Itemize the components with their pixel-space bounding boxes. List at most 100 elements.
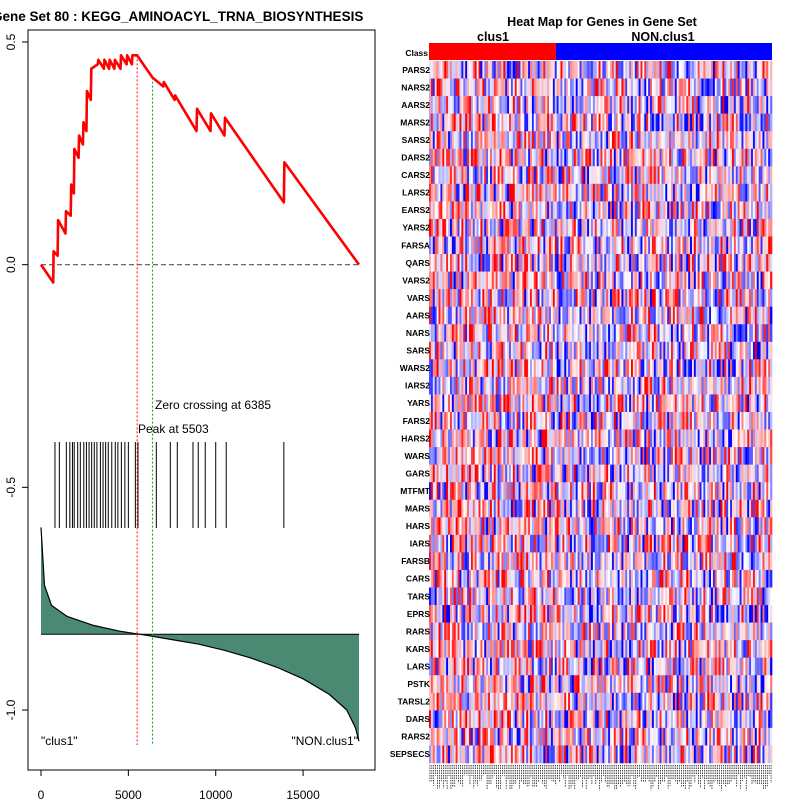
heat-cell [602, 236, 605, 255]
heat-cell [543, 324, 546, 343]
heat-cell [529, 534, 533, 553]
heat-cell [587, 306, 590, 325]
heat-cell [701, 482, 704, 501]
heat-cell [541, 271, 544, 290]
heat-cell [547, 359, 550, 378]
heat-cell [650, 499, 653, 518]
heat-cell [518, 306, 521, 325]
heat-cell [730, 412, 733, 430]
heat-cell [699, 341, 702, 360]
heat-cell [516, 376, 519, 395]
heat-cell [671, 271, 674, 290]
heat-cell [556, 148, 559, 167]
heat-cell [705, 341, 708, 360]
heat-cell [625, 183, 628, 202]
heat-cell [707, 201, 710, 220]
heat-cell [480, 482, 483, 501]
heat-cell [430, 464, 434, 483]
heat-cell [482, 254, 485, 272]
heat-cell [459, 534, 462, 553]
heat-cell [510, 534, 514, 553]
heat-cell [539, 61, 542, 79]
heat-cell [733, 96, 737, 114]
heat-cell [566, 131, 569, 150]
heat-cell [728, 61, 731, 79]
heat-cell [539, 359, 542, 378]
heat-cell [480, 61, 483, 79]
heat-cell [749, 517, 752, 536]
heat-cell [484, 96, 487, 114]
heat-cell [442, 61, 445, 79]
heat-cell [438, 78, 441, 97]
heat-cell [604, 412, 607, 430]
heat-cell [619, 166, 622, 185]
heat-cell [690, 254, 693, 272]
heat-cell [499, 61, 502, 79]
heat-cell [543, 166, 546, 185]
heat-cell [600, 254, 603, 272]
heat-cell [440, 429, 443, 448]
heat-cell [684, 412, 687, 430]
heat-cell [570, 376, 573, 395]
heat-cell [743, 131, 746, 150]
heat-cell [429, 359, 432, 378]
heat-cell [463, 464, 466, 483]
heat-cell [583, 464, 586, 483]
heat-cell [480, 201, 483, 220]
heat-cell [495, 359, 498, 378]
heat-cell [482, 534, 485, 553]
heat-cell [693, 201, 697, 220]
heat-cell [741, 376, 744, 395]
heat-cell [585, 201, 588, 220]
heat-cell [724, 464, 727, 483]
heat-cell [627, 517, 630, 536]
heat-cell [556, 61, 559, 79]
heat-cell [560, 289, 563, 307]
heat-cell [570, 236, 573, 255]
heat-cell [516, 254, 519, 272]
heat-cell [558, 271, 561, 290]
heat-cell [644, 394, 647, 413]
heat-cell [467, 78, 470, 97]
heat-cell [667, 324, 670, 343]
heat-cell [587, 341, 590, 360]
heat-cell [640, 254, 643, 272]
heat-cell [754, 376, 758, 395]
heat-cell [678, 499, 681, 518]
heat-cell [474, 218, 477, 237]
heat-cell [733, 517, 737, 536]
heat-cell [720, 447, 723, 465]
heat-cell [711, 306, 714, 325]
heat-cell [560, 341, 563, 360]
heat-cell [604, 166, 607, 185]
heat-cell [522, 394, 525, 413]
heat-cell [680, 499, 683, 518]
heat-cell [474, 412, 477, 430]
heat-cell [646, 394, 649, 413]
heat-cell [451, 499, 455, 518]
heat-cell [653, 289, 657, 307]
heat-cell [547, 218, 550, 237]
heat-cell [640, 271, 643, 290]
heat-cell [764, 447, 767, 465]
heat-cell [489, 306, 493, 325]
heat-cell [602, 113, 605, 132]
heat-cell [638, 113, 641, 132]
heat-cell [444, 464, 447, 483]
heat-cell [524, 236, 527, 255]
heat-cell [762, 183, 765, 202]
heat-cell [705, 201, 708, 220]
heat-cell [510, 376, 514, 395]
heat-cell [720, 324, 723, 343]
heat-cell [648, 359, 651, 378]
heat-cell [693, 254, 697, 272]
heat-cell [697, 341, 700, 360]
heat-cell [697, 324, 700, 343]
heat-cell [486, 499, 489, 518]
heat-cell [604, 78, 607, 97]
heat-cell [760, 447, 763, 465]
heat-cell [497, 341, 500, 360]
heat-cell [522, 517, 525, 536]
heat-cell [461, 271, 464, 290]
heat-cell [691, 236, 695, 255]
